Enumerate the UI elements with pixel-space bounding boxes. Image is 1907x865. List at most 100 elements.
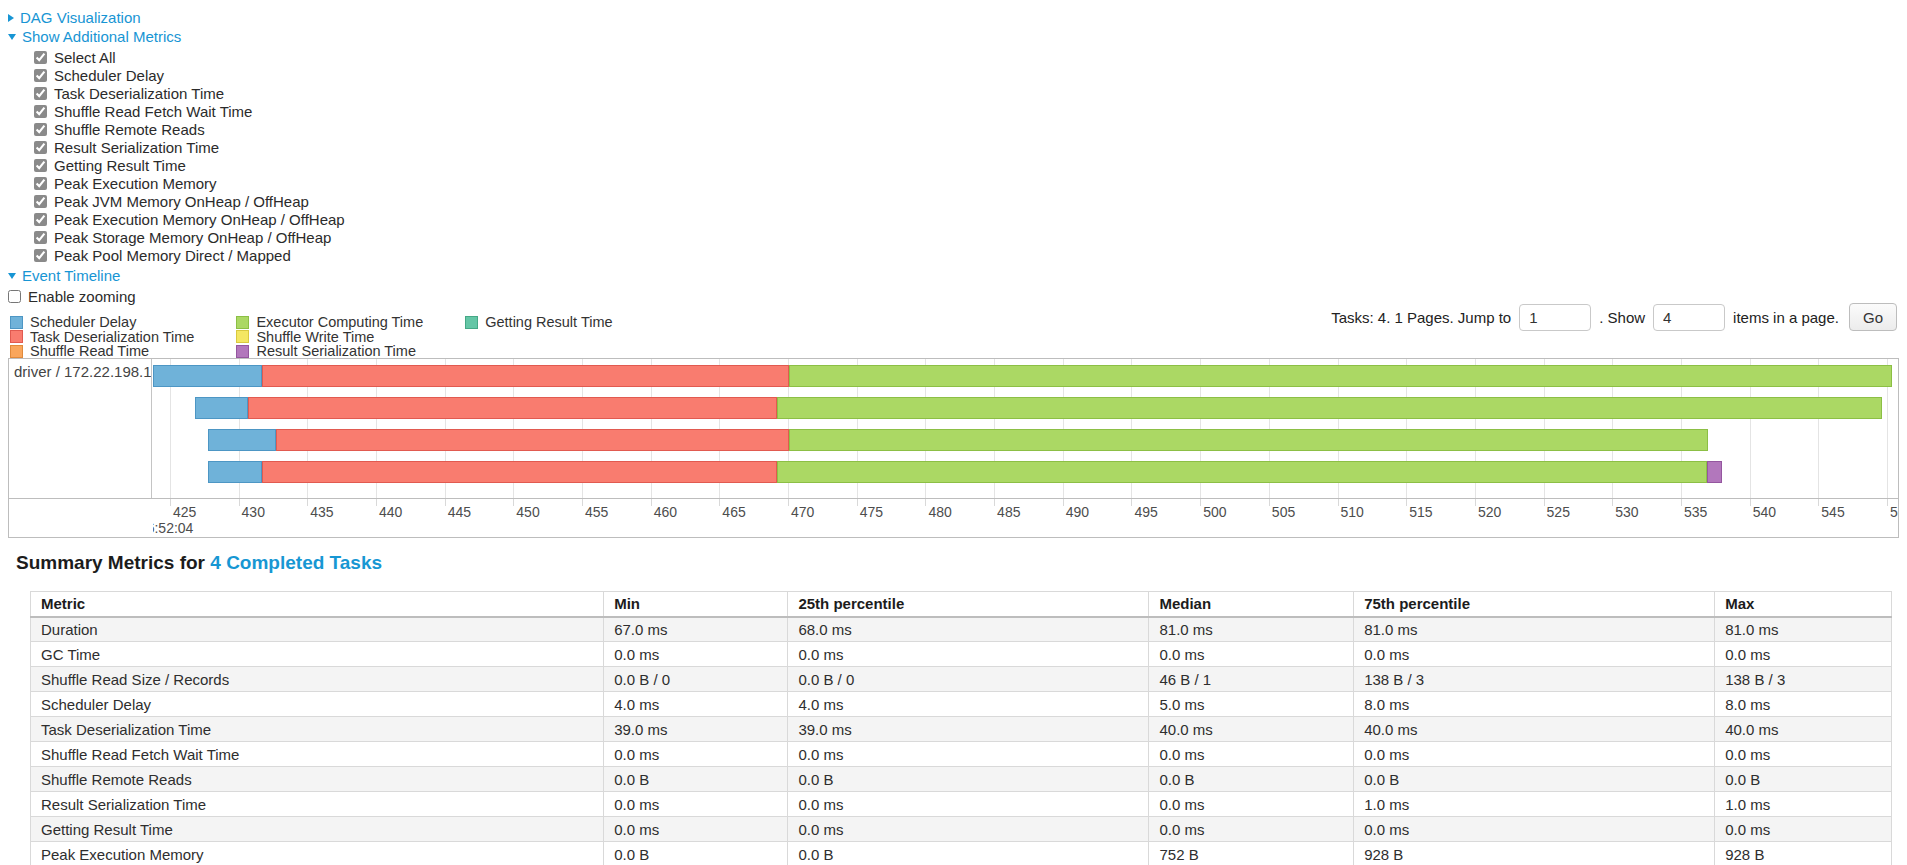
metric-checkbox-shuffle-remote-reads[interactable] — [34, 123, 47, 136]
timeline-tick-label: 470 — [791, 504, 814, 520]
metric-checkbox-label: Peak JVM Memory OnHeap / OffHeap — [54, 193, 309, 210]
metric-checkbox-label: Task Deserialization Time — [54, 85, 224, 102]
timeline-tick-mark — [994, 499, 995, 506]
executor-computing-segment — [789, 429, 1708, 451]
scheduler-delay-segment — [208, 429, 275, 451]
table-header-cell: Min — [604, 592, 788, 617]
scheduler-delay-swatch-icon — [10, 316, 23, 329]
metric-checkbox-label: Shuffle Read Fetch Wait Time — [54, 103, 252, 120]
metric-value-cell: 0.0 ms — [604, 642, 788, 667]
metric-checkbox-row: Shuffle Read Fetch Wait Time — [34, 102, 1899, 120]
timeline-tick-label: 430 — [242, 504, 265, 520]
metric-checkbox-row: Result Serialization Time — [34, 138, 1899, 156]
metric-checkbox-peak-jvm-memory-onheap-offheap[interactable] — [34, 195, 47, 208]
task-pagination: Tasks: 4. 1 Pages. Jump to . Show items … — [1331, 303, 1897, 331]
metric-checkbox-select-all[interactable] — [34, 51, 47, 64]
metric-checkbox-row: Peak Execution Memory OnHeap / OffHeap — [34, 210, 1899, 228]
legend-item: Shuffle Read Time — [10, 344, 194, 359]
metric-checkbox-task-deserialization-time[interactable] — [34, 87, 47, 100]
legend-item: Executor Computing Time — [236, 315, 423, 330]
metric-value-cell: 0.0 ms — [1149, 817, 1354, 842]
table-header-row: MetricMin25th percentileMedian75th perce… — [31, 592, 1892, 617]
timeline-tick-label: 510 — [1341, 504, 1364, 520]
legend-label: Shuffle Read Time — [30, 343, 149, 359]
metric-checkbox-peak-execution-memory[interactable] — [34, 177, 47, 190]
timeline-tick-label: 450 — [516, 504, 539, 520]
section-toggle-show-additional-metrics[interactable]: Show Additional Metrics — [8, 27, 1899, 46]
metric-value-cell: 4.0 ms — [604, 692, 788, 717]
metric-value-cell: 0.0 ms — [1354, 642, 1715, 667]
timeline-tick-mark — [1269, 499, 1270, 506]
timeline-tick-label: 445 — [448, 504, 471, 520]
stage-page: DAG Visualization Show Additional Metric… — [0, 0, 1907, 865]
timeline-task-row — [153, 397, 1898, 419]
timeline-tick-label: 520 — [1478, 504, 1501, 520]
timeline-tick-label: 425 — [173, 504, 196, 520]
metric-value-cell: 138 B / 3 — [1354, 667, 1715, 692]
metric-value-cell: 81.0 ms — [1354, 617, 1715, 642]
metric-checkbox-shuffle-read-fetch-wait-time[interactable] — [34, 105, 47, 118]
timeline-tick-label: 550 — [1890, 504, 1898, 520]
metric-value-cell: 40.0 ms — [1715, 717, 1892, 742]
summary-metrics-section: Summary Metrics for 4 Completed Tasks Me… — [16, 552, 1891, 865]
metric-name-cell: GC Time — [31, 642, 604, 667]
go-button[interactable]: Go — [1849, 303, 1897, 331]
metric-value-cell: 67.0 ms — [604, 617, 788, 642]
event-timeline-chart: driver / 172.22.198.104 42516:52:0443043… — [8, 358, 1899, 538]
metric-checkbox-result-serialization-time[interactable] — [34, 141, 47, 154]
timeline-tick-mark — [307, 499, 308, 506]
legend-item: Shuffle Write Time — [236, 330, 423, 345]
table-header-cell: 75th percentile — [1354, 592, 1715, 617]
chevron-right-icon — [8, 14, 14, 22]
completed-tasks-link[interactable]: 4 Completed Tasks — [210, 552, 382, 573]
metric-value-cell: 0.0 ms — [1715, 742, 1892, 767]
timeline-task-row — [153, 365, 1898, 387]
timeline-task-row — [153, 429, 1898, 451]
timeline-tick-mark — [1750, 499, 1751, 506]
metric-checkbox-row: Task Deserialization Time — [34, 84, 1899, 102]
metric-checkbox-list: Select AllScheduler DelayTask Deserializ… — [34, 48, 1899, 264]
enable-zooming-checkbox[interactable] — [8, 290, 21, 303]
legend-label: Getting Result Time — [485, 314, 612, 330]
enable-zooming-label: Enable zooming — [28, 288, 136, 305]
table-row: Scheduler Delay4.0 ms4.0 ms5.0 ms8.0 ms8… — [31, 692, 1892, 717]
metric-checkbox-label: Peak Execution Memory OnHeap / OffHeap — [54, 211, 345, 228]
metric-checkbox-peak-storage-memory-onheap-offheap[interactable] — [34, 231, 47, 244]
items-per-page-input[interactable] — [1653, 304, 1725, 331]
timeline-tick-mark — [1475, 499, 1476, 506]
metric-checkbox-peak-pool-memory-direct-mapped[interactable] — [34, 249, 47, 262]
timeline-tick-mark — [1681, 499, 1682, 506]
metric-value-cell: 0.0 ms — [788, 742, 1149, 767]
metric-value-cell: 40.0 ms — [1149, 717, 1354, 742]
timeline-tick-label: 530 — [1615, 504, 1638, 520]
metric-value-cell: 46 B / 1 — [1149, 667, 1354, 692]
metric-checkbox-row: Peak Execution Memory — [34, 174, 1899, 192]
metric-checkbox-scheduler-delay[interactable] — [34, 69, 47, 82]
section-toggle-label: Show Additional Metrics — [22, 28, 181, 45]
metric-value-cell: 0.0 ms — [604, 792, 788, 817]
metric-value-cell: 39.0 ms — [604, 717, 788, 742]
jump-to-page-input[interactable] — [1519, 304, 1591, 331]
metric-name-cell: Shuffle Remote Reads — [31, 767, 604, 792]
timeline-tick-mark — [513, 499, 514, 506]
section-toggle-event-timeline[interactable]: Event Timeline — [8, 266, 1899, 285]
metric-checkbox-getting-result-time[interactable] — [34, 159, 47, 172]
metric-value-cell: 39.0 ms — [788, 717, 1149, 742]
metric-checkbox-row: Getting Result Time — [34, 156, 1899, 174]
metric-name-cell: Result Serialization Time — [31, 792, 604, 817]
metric-value-cell: 0.0 B — [1149, 767, 1354, 792]
timeline-tick-mark — [1612, 499, 1613, 506]
metric-name-cell: Getting Result Time — [31, 817, 604, 842]
legend-item: Result Serialization Time — [236, 344, 423, 359]
task-deserialization-segment — [262, 365, 789, 387]
legend-and-pagination-band: Scheduler DelayTask Deserialization Time… — [8, 311, 1899, 357]
metric-checkbox-row: Shuffle Remote Reads — [34, 120, 1899, 138]
task-deserialization-swatch-icon — [10, 330, 23, 343]
metric-value-cell: 0.0 ms — [1149, 742, 1354, 767]
metric-value-cell: 1.0 ms — [1715, 792, 1892, 817]
metric-value-cell: 0.0 ms — [1715, 642, 1892, 667]
section-toggle-dag-visualization[interactable]: DAG Visualization — [8, 8, 1899, 27]
executor-computing-segment — [777, 461, 1707, 483]
metric-value-cell: 8.0 ms — [1715, 692, 1892, 717]
metric-checkbox-peak-execution-memory-onheap-offheap[interactable] — [34, 213, 47, 226]
